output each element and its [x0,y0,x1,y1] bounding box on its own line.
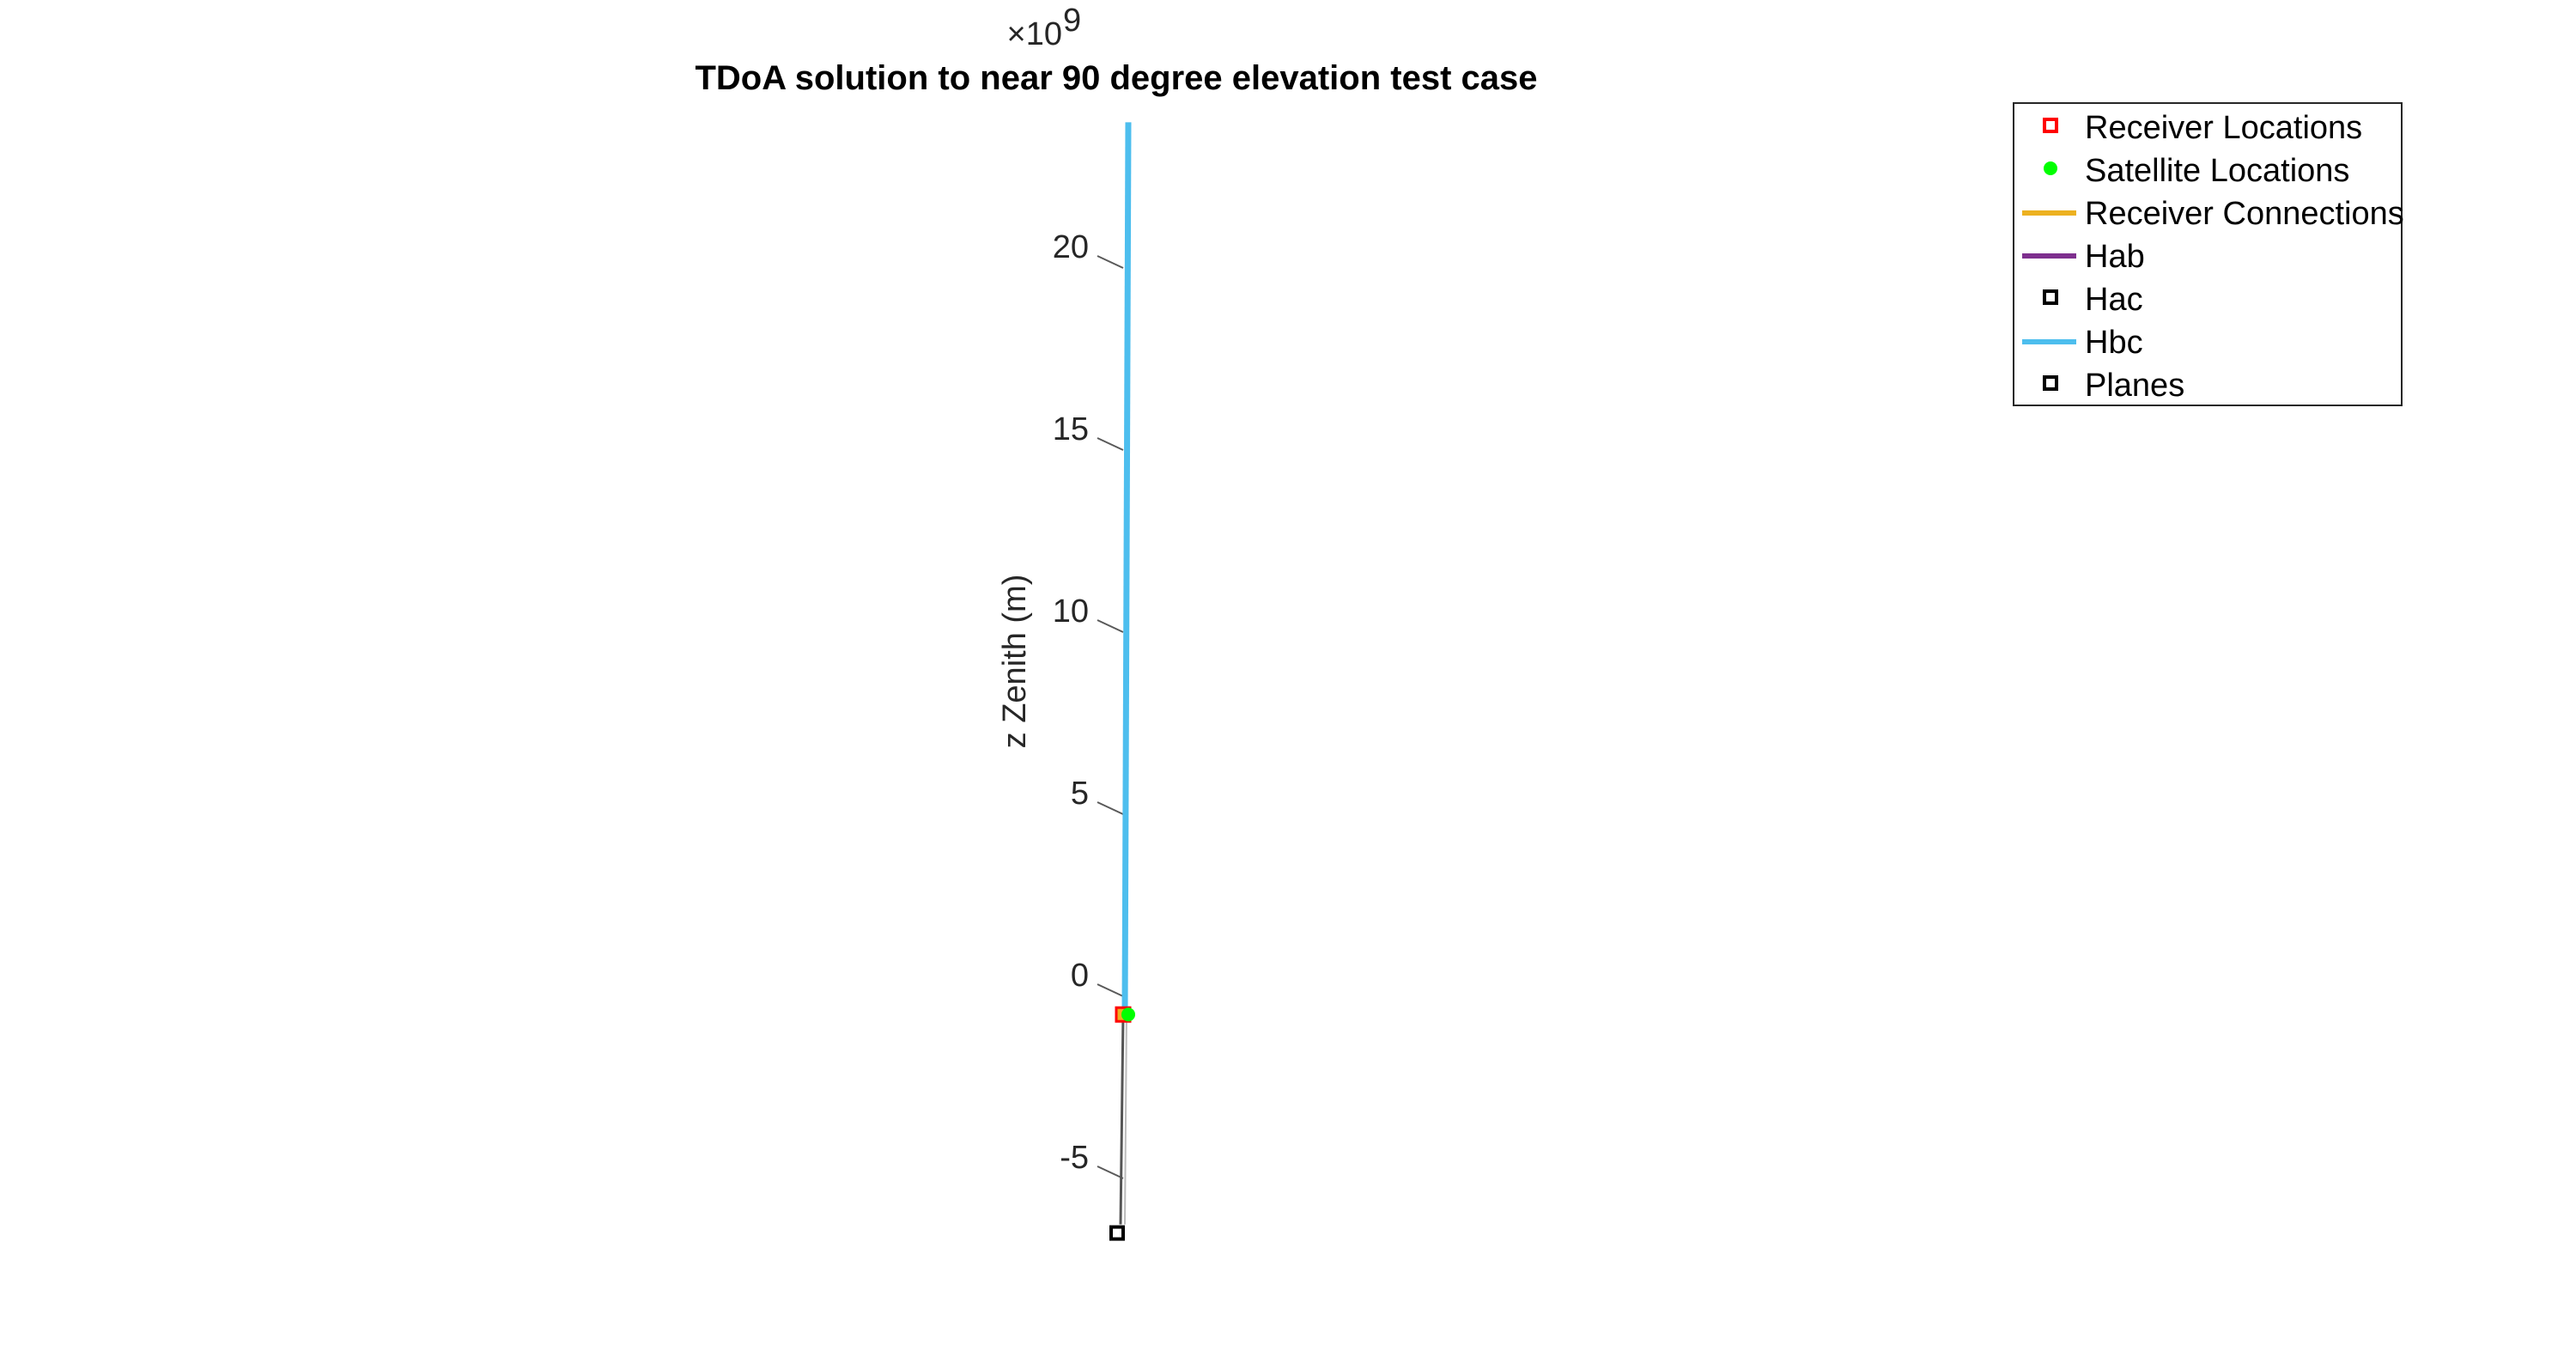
legend-label: Hab [2085,239,2145,275]
series-hbc-line [1121,122,1132,1015]
axis-exponent-base: ×10 [1007,16,1062,52]
z-tick-label: -5 [1060,1140,1089,1176]
legend-label: Hac [2085,282,2143,318]
legend-entry[interactable]: Planes [2043,368,2184,404]
legend-entry[interactable]: Receiver Locations [2043,110,2362,146]
z-tick-label: 15 [1053,411,1089,447]
series-satellite-marker [1121,1007,1135,1022]
legend-entry[interactable]: Hbc [2022,325,2143,361]
z-tick-mark [1097,801,1124,815]
axis-exponent: ×10 9 [1007,3,1082,52]
z-tick-label: 20 [1053,229,1089,265]
z-tick-mark [1097,619,1124,633]
legend-box [2013,102,2403,406]
plane-line-light [1124,1014,1127,1225]
legend-label: Hbc [2085,325,2143,361]
legend-entry[interactable]: Satellite Locations [2044,153,2349,189]
series-hac-marker [1109,1225,1125,1241]
z-tick-label: 5 [1071,776,1089,812]
z-tick-label: 10 [1053,593,1089,630]
legend[interactable]: Receiver Locations Satellite Locations Rec… [2013,102,2404,406]
z-tick-mark [1097,983,1124,997]
legend-label: Satellite Locations [2085,153,2349,189]
z-tick-label: 0 [1071,958,1089,994]
legend-label: Planes [2085,368,2184,404]
legend-square-swatch [2043,375,2058,391]
legend-square-swatch [2043,289,2058,305]
z-tick-mark [1097,1165,1124,1179]
legend-square-swatch [2043,118,2058,133]
z-axis: -5 0 5 10 15 20 [1053,229,1124,1179]
legend-label: Receiver Connections [2085,196,2404,232]
legend-entry[interactable]: Hac [2043,282,2143,318]
plot-area [1109,122,1135,1241]
legend-entry[interactable]: Receiver Connections [2022,196,2404,232]
z-axis-label: z Zenith (m) [997,575,1033,749]
chart-title: TDoA solution to near 90 degree elevatio… [695,59,1537,97]
z-tick-mark [1097,437,1124,451]
plane-line [1119,1014,1125,1225]
z-tick-mark [1097,255,1124,269]
axis-exponent-power: 9 [1063,3,1081,39]
legend-label: Receiver Locations [2085,110,2362,146]
legend-entry[interactable]: Hab [2022,239,2145,275]
legend-circle-swatch [2044,161,2057,175]
